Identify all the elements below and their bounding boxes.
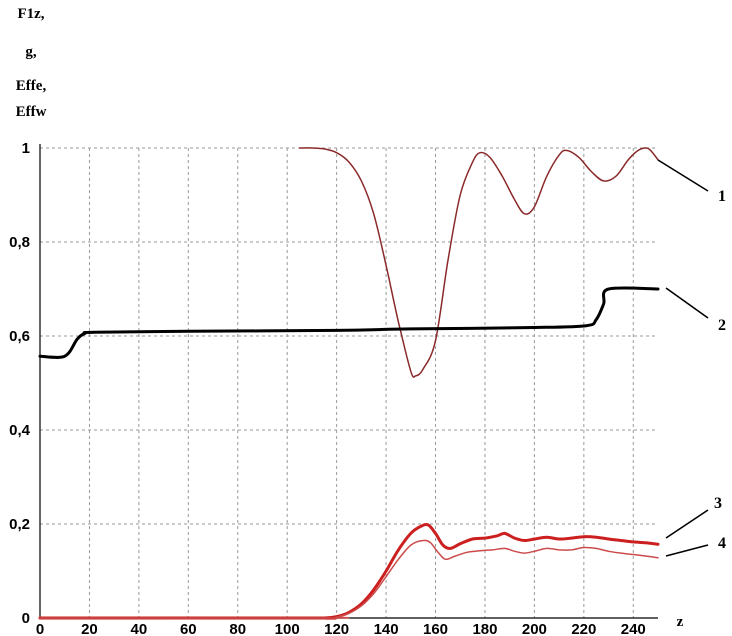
x-tick-label: 220 — [571, 621, 596, 636]
y-tick-label: 0,2 — [9, 516, 30, 533]
x-tick-label: 60 — [180, 621, 197, 636]
x-tick-label: 200 — [522, 621, 547, 636]
series-lines — [38, 147, 660, 620]
x-tick-label: 20 — [81, 621, 98, 636]
leader-line-4 — [665, 544, 709, 557]
series-line-2 — [38, 286, 660, 359]
leader-line-3 — [665, 509, 709, 539]
x-tick-label: 140 — [374, 621, 399, 636]
x-tick-label: 100 — [275, 621, 300, 636]
y-axis-label-line-g: g, — [25, 44, 37, 60]
y-tick-label: 0,4 — [9, 422, 31, 439]
y-tick-label: 0,6 — [9, 328, 30, 345]
leader-line-2 — [665, 287, 709, 319]
curve-label-3: 3 — [714, 495, 722, 512]
y-axis-label-line-effe: Effe, — [15, 78, 47, 94]
y-axis-label-line-effw: Effw — [15, 104, 47, 120]
x-tick-label: 120 — [324, 621, 349, 636]
x-tick-label: 80 — [229, 621, 246, 636]
y-axis-label-line-f1z: F1z, — [17, 6, 45, 22]
curve-label-1: 1 — [718, 188, 726, 205]
x-axis-label: z — [677, 614, 684, 630]
curve-label-2: 2 — [718, 317, 726, 334]
y-tick-label: 0,8 — [9, 234, 30, 251]
series-line-4 — [39, 539, 659, 619]
y-tick-label: 0 — [22, 610, 30, 627]
grid — [40, 147, 658, 618]
x-tick-label: 40 — [131, 621, 148, 636]
curve-leaders — [657, 159, 709, 557]
x-tick-label: 240 — [621, 621, 646, 636]
x-tick-label: 0 — [36, 621, 44, 636]
series-line-3 — [38, 522, 660, 620]
x-tick-label: 180 — [472, 621, 497, 636]
curve-label-4: 4 — [718, 535, 726, 552]
tick-labels: 0 20 40 60 80 100 120 140 160 180 200 220 240 0 0,2 0,4… — [9, 140, 684, 636]
y-tick-label: 1 — [22, 140, 30, 157]
x-tick-label: 160 — [423, 621, 448, 636]
series-line-1 — [298, 147, 659, 378]
axes — [39, 144, 658, 619]
curve-annotations: 1 2 3 4 — [714, 188, 726, 552]
leader-line-1 — [657, 159, 709, 192]
